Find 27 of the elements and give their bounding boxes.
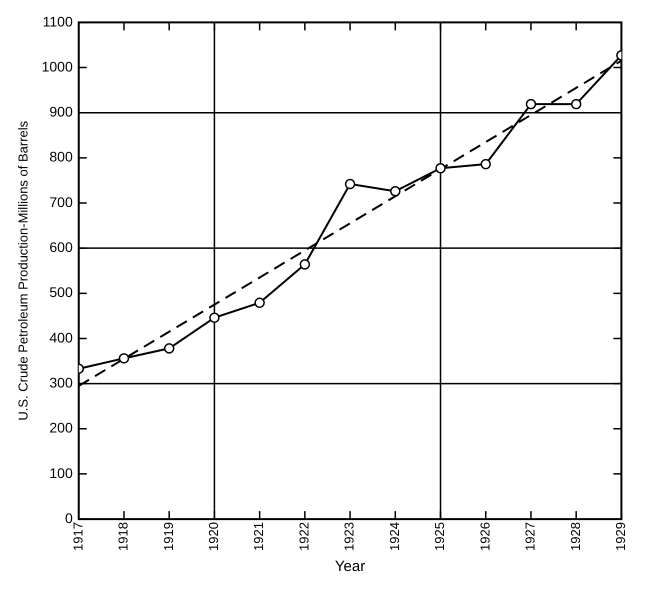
y-tick-label: 500 [49, 284, 73, 300]
y-tick-label: 400 [49, 329, 73, 346]
y-tick-label: 800 [49, 148, 73, 165]
y-tick-label: 900 [49, 104, 73, 120]
y-tick-label: 1000 [42, 58, 73, 74]
y-tick-label: 1100 [42, 13, 73, 30]
x-tick-label: 1924 [386, 522, 402, 551]
x-tick-label: 1923 [342, 522, 357, 551]
y-tick-label: 0 [64, 510, 73, 526]
x-tick-label: 1927 [522, 522, 538, 551]
x-tick-label: 1922 [296, 522, 312, 551]
y-tick-label: 200 [49, 420, 73, 436]
y-axis-title: U.S. Crude Petroleum Production-Millions of Barrels [15, 120, 30, 421]
x-tick-label: 1928 [568, 522, 583, 551]
y-tick-label: 600 [49, 239, 73, 256]
x-axis-title: Year [334, 558, 366, 576]
x-tick-label: 1917 [70, 522, 86, 551]
y-tick-label: 300 [49, 374, 73, 390]
y-tick-label: 100 [49, 464, 73, 481]
x-tick-label: 1918 [116, 522, 131, 551]
x-tick-label: 1919 [160, 522, 176, 551]
x-tick-label: 1920 [206, 522, 221, 551]
x-tick-label: 1921 [251, 522, 266, 551]
x-tick-label: 1926 [477, 522, 492, 551]
y-tick-label: 700 [49, 194, 73, 210]
x-tick-label: 1925 [432, 522, 448, 551]
x-tick-label: 1929 [612, 522, 628, 551]
